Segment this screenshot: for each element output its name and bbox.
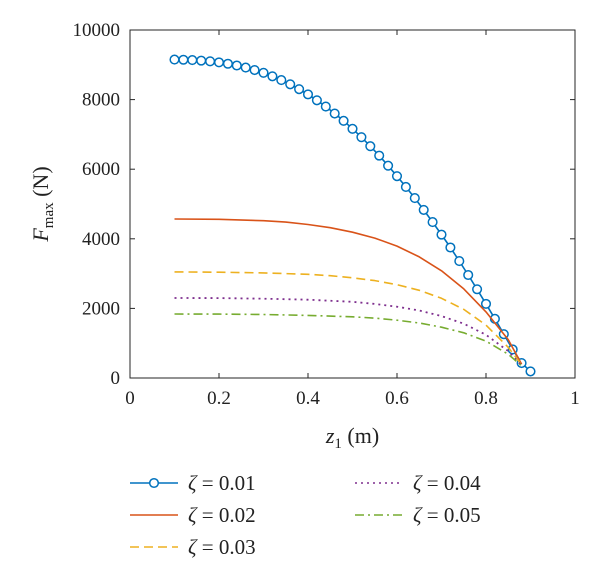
y-tick-label: 6000 (82, 159, 120, 180)
data-point (187, 55, 198, 66)
series-line (174, 271, 523, 366)
legend-item: ζ = 0.02 (130, 503, 256, 527)
plot-box (129, 29, 576, 379)
legend-item: ζ = 0.05 (355, 503, 481, 527)
axis-ticks: 0 0.2 0.4 0.6 0.8 1 0 2000 4000 6000 8000 10000 (73, 20, 580, 409)
data-point (400, 181, 411, 192)
y-tick-label: 8000 (82, 90, 120, 111)
legend-item: ζ = 0.04 (355, 471, 481, 495)
series-line (174, 218, 523, 365)
data-point (213, 57, 225, 68)
data-point (240, 62, 251, 73)
data-point (463, 269, 474, 281)
data-point (525, 366, 536, 377)
series-5 (174, 313, 523, 367)
x-axis-title: z1 (m) (325, 423, 379, 452)
data-point (365, 141, 376, 152)
y-tick-label: 10000 (73, 20, 121, 41)
data-point (196, 55, 207, 66)
legend-label: ζ = 0.02 (188, 503, 256, 527)
data-point (169, 54, 180, 65)
data-point (391, 171, 403, 182)
data-point (338, 115, 349, 126)
y-tick-label: 2000 (82, 298, 120, 319)
y-tick-label: 0 (111, 368, 121, 389)
y-tick-label: 4000 (82, 229, 120, 250)
data-point (320, 101, 331, 112)
series-line (174, 313, 523, 367)
legend: ζ = 0.01 ζ = 0.02 ζ = 0.03 ζ = 0.04 ζ = 0.05 (130, 471, 481, 559)
legend-marker (148, 477, 160, 489)
y-axis-title: Fmax (N) (28, 166, 57, 242)
data-point (205, 56, 216, 67)
data-point (347, 123, 358, 134)
x-tick-label: 0.8 (474, 388, 498, 409)
axes-frame (129, 29, 576, 379)
x-tick-label: 1 (570, 388, 580, 409)
data-point (356, 132, 367, 143)
legend-label: ζ = 0.03 (188, 535, 256, 559)
series-line (174, 58, 532, 372)
data-point (418, 204, 429, 215)
data-point (480, 298, 492, 309)
data-point (222, 58, 233, 69)
series-line (174, 297, 523, 367)
data-point (249, 64, 260, 76)
data-point (436, 229, 447, 240)
series-3 (174, 271, 523, 366)
data-point (178, 54, 189, 65)
data-point (383, 160, 394, 171)
data-point (409, 193, 420, 204)
data-point (231, 60, 242, 71)
data-point (427, 217, 438, 228)
data-point (294, 84, 305, 95)
x-tick-label: 0.2 (207, 388, 231, 409)
x-tick-label: 0.6 (385, 388, 409, 409)
data-point (445, 242, 456, 253)
data-point (285, 79, 296, 90)
series-2 (174, 218, 523, 365)
series-1 (169, 54, 536, 377)
series-4 (174, 297, 523, 367)
data-point (276, 75, 287, 86)
x-tick-label: 0.4 (296, 388, 320, 409)
data-point (267, 71, 278, 82)
x-tick-label: 0 (125, 388, 135, 409)
data-point (258, 67, 269, 78)
legend-item: ζ = 0.01 (130, 471, 256, 495)
legend-label: ζ = 0.05 (413, 503, 481, 527)
data-point (374, 150, 385, 161)
legend-label: ζ = 0.01 (188, 471, 256, 495)
series-layer (169, 54, 536, 377)
data-point (472, 284, 483, 295)
data-point (311, 95, 322, 106)
legend-label: ζ = 0.04 (413, 471, 481, 495)
data-point (329, 108, 340, 119)
data-point (454, 256, 465, 267)
data-point (302, 89, 314, 100)
legend-item: ζ = 0.03 (130, 535, 256, 559)
